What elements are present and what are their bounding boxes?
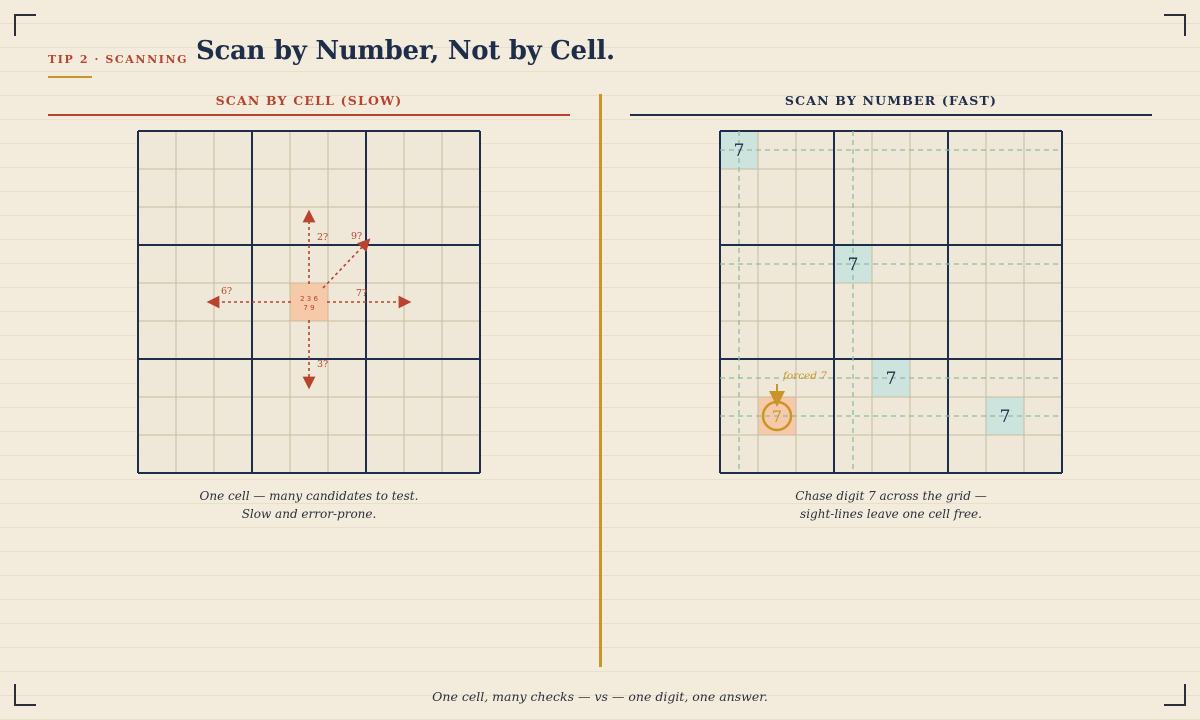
kicker-underline [48, 76, 92, 78]
left-caption-line-2: Slow and error-prone. [241, 507, 377, 521]
left-caption: One cell — many candidates to test. Slow… [109, 487, 509, 523]
left-panel-heading: SCAN BY CELL (SLOW) [215, 93, 403, 108]
corner-mark-top-right [1164, 14, 1186, 36]
right-panel-heading: SCAN BY NUMBER (FAST) [784, 93, 998, 108]
probe-label-right: 7? [356, 288, 367, 299]
number-scan-grid: 7 7 7 7 7 forced 7 [719, 130, 1063, 474]
placed-digit: 7 [734, 141, 745, 161]
forced-digit: 7 [772, 407, 782, 426]
panel-divider [599, 94, 602, 667]
placed-digit: 7 [848, 255, 859, 275]
probe-arrow-up-right [322, 238, 371, 289]
forced-label: forced 7 [782, 370, 827, 382]
left-heading-rule [48, 114, 570, 116]
probe-label-up-right: 9? [351, 231, 362, 242]
candidate-notes-line-1: 2 3 6 [300, 295, 318, 303]
right-caption-line-1: Chase digit 7 across the grid — [795, 489, 987, 503]
tip-kicker: TIP 2 · SCANNING [48, 53, 189, 66]
corner-mark-bottom-left [14, 684, 36, 706]
candidate-notes-line-2: 7 9 [303, 304, 314, 312]
right-caption-line-2: sight-lines leave one cell free. [800, 507, 982, 521]
probe-label-up: 2? [317, 232, 328, 243]
right-caption: Chase digit 7 across the grid — sight-li… [691, 487, 1091, 523]
page-title: Scan by Number, Not by Cell. [196, 36, 615, 66]
cell-scan-grid: 2 3 67 9 2? 9? 6? 7? 3? [137, 130, 481, 474]
corner-mark-top-left [14, 14, 36, 36]
probe-label-down: 3? [317, 359, 328, 370]
placed-digit: 7 [886, 369, 897, 389]
probe-label-left: 6? [221, 286, 232, 297]
footer-summary: One cell, many checks — vs — one digit, … [432, 689, 768, 704]
target-cell [290, 283, 328, 321]
left-caption-line-1: One cell — many candidates to test. [199, 489, 419, 503]
right-heading-rule [630, 114, 1152, 116]
placed-digit: 7 [1000, 407, 1011, 427]
corner-mark-bottom-right [1164, 684, 1186, 706]
